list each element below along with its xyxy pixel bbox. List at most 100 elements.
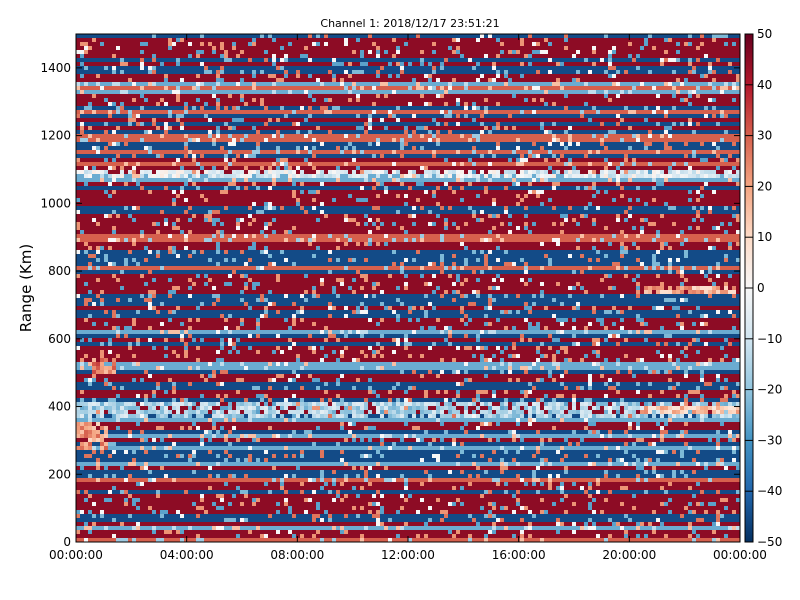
heat-cell (532, 66, 536, 70)
heat-cell (480, 54, 484, 58)
heat-cell (220, 134, 224, 138)
heat-cell (132, 150, 136, 154)
heat-cell (204, 70, 208, 74)
heat-cell (576, 70, 580, 74)
heat-cell (360, 46, 364, 50)
heat-cell (104, 70, 108, 74)
heat-cell (388, 46, 392, 50)
heat-cell (436, 34, 440, 38)
heat-cell (664, 86, 668, 90)
heat-cell (568, 42, 572, 46)
heat-cell (368, 42, 372, 46)
heat-cell (644, 82, 648, 86)
heat-cell (152, 98, 156, 102)
heat-cell (288, 50, 292, 54)
heat-cell (692, 106, 696, 110)
heat-cell (648, 58, 652, 62)
heat-cell (280, 46, 284, 50)
heat-cell (640, 46, 644, 50)
heat-cell (180, 42, 184, 46)
heat-cell (404, 98, 408, 102)
heat-cell (416, 78, 420, 82)
heat-cell (608, 54, 612, 58)
heat-cell (104, 114, 108, 118)
heat-cell (440, 54, 444, 58)
heat-cell (144, 58, 148, 62)
heat-cell (680, 54, 684, 58)
heat-cell (572, 142, 576, 146)
heat-cell (180, 142, 184, 146)
heat-cell (132, 50, 136, 54)
heat-cell (112, 58, 116, 62)
heat-cell (508, 70, 512, 74)
heat-cell (128, 90, 132, 94)
heat-cell (432, 86, 436, 90)
heat-cell (276, 38, 280, 42)
heat-cell (548, 50, 552, 54)
heat-cell (460, 90, 464, 94)
heat-cell (392, 134, 396, 138)
heat-cell (580, 34, 584, 38)
heat-cell (596, 70, 600, 74)
heat-cell (656, 54, 660, 58)
heat-cell (348, 50, 352, 54)
heat-cell (552, 78, 556, 82)
heat-cell (340, 142, 344, 146)
heat-cell (144, 130, 148, 134)
heat-cell (500, 42, 504, 46)
heat-cell (396, 58, 400, 62)
heat-cell (576, 150, 580, 154)
heat-cell (292, 42, 296, 46)
heat-cell (532, 74, 536, 78)
heat-cell (320, 118, 324, 122)
heat-cell (256, 54, 260, 58)
heat-cell (720, 106, 724, 110)
heat-cell (168, 74, 172, 78)
heat-cell (180, 110, 184, 114)
heat-cell (652, 98, 656, 102)
heat-cell (160, 134, 164, 138)
heat-cell (604, 62, 608, 66)
heat-cell (476, 114, 480, 118)
heat-cell (136, 122, 140, 126)
heat-cell (116, 146, 120, 150)
heat-cell (88, 102, 92, 106)
heat-cell (124, 142, 128, 146)
heat-cell (280, 54, 284, 58)
heat-cell (228, 102, 232, 106)
heat-cell (272, 106, 276, 110)
heat-cell (384, 58, 388, 62)
heat-cell (264, 58, 268, 62)
heat-cell (480, 70, 484, 74)
heat-cell (364, 42, 368, 46)
heat-cell (452, 98, 456, 102)
heat-cell (628, 122, 632, 126)
heat-cell (680, 70, 684, 74)
heat-cell (88, 50, 92, 54)
heat-cell (112, 126, 116, 130)
heat-cell (572, 38, 576, 42)
heat-cell (188, 138, 192, 142)
heat-cell (304, 110, 308, 114)
heat-cell (364, 142, 368, 146)
heat-cell (76, 34, 80, 38)
heat-cell (280, 94, 284, 98)
heat-cell (380, 130, 384, 134)
heat-cell (504, 38, 508, 42)
heat-cell (168, 78, 172, 82)
heat-cell (376, 86, 380, 90)
heat-cell (324, 62, 328, 66)
heat-cell (536, 78, 540, 82)
heat-cell (248, 78, 252, 82)
heat-cell (444, 38, 448, 42)
heat-cell (608, 138, 612, 142)
heat-cell (396, 90, 400, 94)
heat-cell (432, 114, 436, 118)
heat-cell (560, 146, 564, 150)
heat-cell (512, 138, 516, 142)
heat-cell (512, 122, 516, 126)
heat-cell (84, 50, 88, 54)
heat-cell (128, 58, 132, 62)
heat-cell (332, 134, 336, 138)
heat-cell (316, 98, 320, 102)
